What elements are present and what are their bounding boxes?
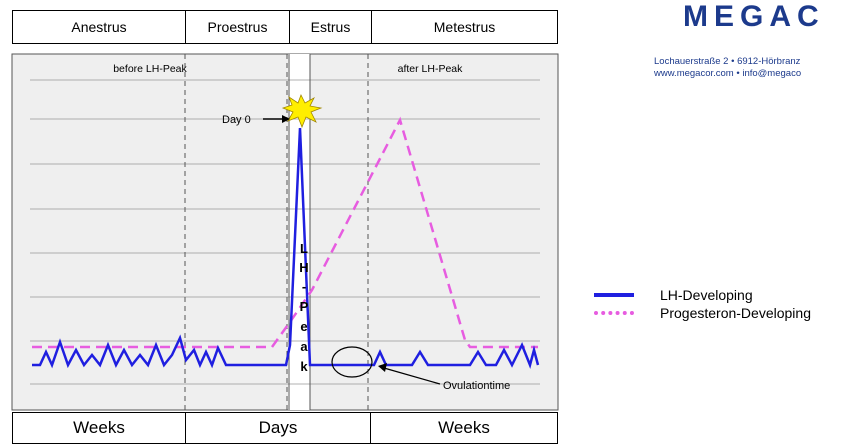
phase-header: Anestrus Proestrus Estrus Metestrus xyxy=(12,10,558,44)
legend-swatch-lh xyxy=(594,293,634,297)
timescale-days: Days xyxy=(186,413,371,443)
peak-letter: e xyxy=(300,319,307,334)
website-link[interactable]: www.megacor.com xyxy=(654,68,734,79)
legend-item-progesterone: Progesteron-Developing xyxy=(594,304,811,322)
timescale-weeks-right: Weeks xyxy=(438,418,490,437)
peak-letter: a xyxy=(300,339,308,354)
peak-letter: H xyxy=(299,260,308,275)
legend-label-lh: LH-Developing xyxy=(660,287,753,303)
before-peak-label: before LH-Peak xyxy=(113,63,187,75)
ovulation-label: Ovulationtime xyxy=(443,380,510,392)
peak-letter: - xyxy=(302,279,306,294)
ovulation-arrowhead xyxy=(378,363,387,372)
legend-swatch-progesterone xyxy=(594,311,634,315)
estrus-band xyxy=(288,54,310,410)
peak-letter: k xyxy=(300,359,308,374)
day0-label: Day 0 xyxy=(222,114,251,126)
peak-letter: P xyxy=(300,299,309,314)
company-address: Lochauerstraße 2 • 6912-Hörbranz www.meg… xyxy=(654,56,801,80)
ovulation-ellipse xyxy=(331,346,373,378)
megacor-logo: MEGAC xyxy=(683,0,825,33)
legend-label-progesterone: Progesteron-Developing xyxy=(660,305,811,321)
phase-metestrus: Metestrus xyxy=(433,19,496,35)
peak-letter: L xyxy=(300,241,308,256)
timescale-footer: Weeks Days Weeks xyxy=(12,412,558,444)
legend: LH-Developing Progesteron-Developing xyxy=(594,286,811,322)
after-peak-label: after LH-Peak xyxy=(398,63,464,75)
ovulation-arrow xyxy=(383,367,441,385)
progesterone-line xyxy=(32,116,538,349)
plot-area xyxy=(11,53,559,411)
lh-line xyxy=(32,127,540,369)
peak-star xyxy=(281,94,323,129)
phase-anestrus: Anestrus xyxy=(13,11,186,43)
email-text: info@megaco xyxy=(742,68,802,79)
phase-estrus: Estrus xyxy=(290,11,372,43)
address-line: Lochauerstraße 2 • 6912-Hörbranz xyxy=(654,56,801,67)
phase-proestrus: Proestrus xyxy=(186,11,290,43)
legend-item-lh: LH-Developing xyxy=(594,286,811,304)
day0-arrowhead xyxy=(282,115,290,123)
address-separator: • xyxy=(733,68,743,79)
timescale-weeks-left: Weeks xyxy=(13,413,186,443)
